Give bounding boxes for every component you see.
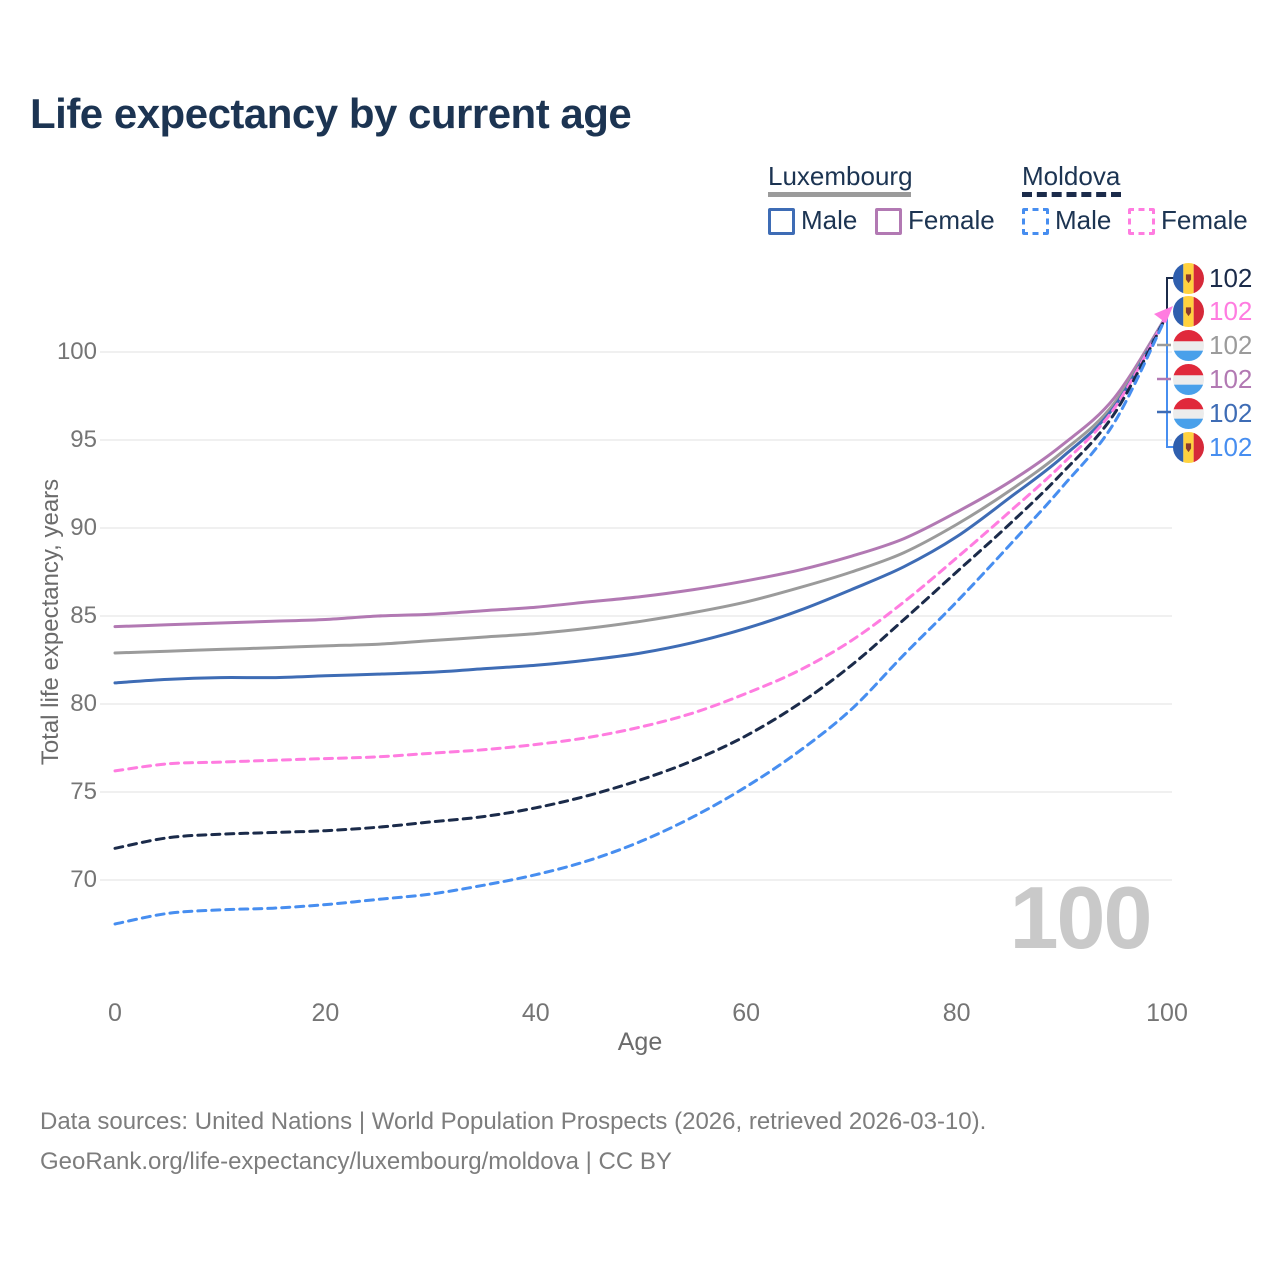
legend-underline-moldova <box>1022 192 1121 197</box>
y-tick-85: 85 <box>70 602 97 629</box>
data-source-note: Data sources: United Nations | World Pop… <box>40 1108 987 1135</box>
legend-item-moldova-female[interactable]: Female <box>1161 205 1248 235</box>
y-tick-75: 75 <box>70 778 97 805</box>
end-value-moldova-male: 102 <box>1209 431 1253 462</box>
series-line-luxembourg-both[interactable] <box>113 313 1169 655</box>
moldova-flag-icon <box>1173 296 1204 328</box>
y-tick-80: 80 <box>70 690 97 717</box>
y-tick-95: 95 <box>70 426 97 453</box>
legend-swatch-luxembourg-female[interactable] <box>875 208 902 235</box>
legend-group-luxembourg[interactable]: Luxembourg <box>768 161 913 191</box>
legend-group-moldova[interactable]: Moldova <box>1022 161 1121 191</box>
chart-canvas <box>100 277 1177 926</box>
end-value-luxembourg-male: 102 <box>1209 397 1253 428</box>
x-axis-title: Age <box>617 1028 663 1056</box>
series-line-moldova-male[interactable] <box>113 313 1169 926</box>
x-tick-80: 80 <box>942 999 971 1027</box>
end-label-row-luxembourg-both: 102 <box>1173 330 1279 362</box>
moldova-flag-icon <box>1173 262 1204 294</box>
x-tick-100: 100 <box>1146 999 1188 1027</box>
end-label-row-moldova-female: 102 <box>1173 296 1279 328</box>
end-label-row-moldova-both: 102 <box>1173 262 1279 294</box>
legend-underline-luxembourg <box>768 192 911 197</box>
y-tick-100: 100 <box>56 338 97 365</box>
legend-item-luxembourg-female[interactable]: Female <box>908 205 995 235</box>
x-tick-20: 20 <box>311 999 340 1027</box>
legend-swatch-luxembourg-male[interactable] <box>768 208 795 235</box>
gridlines <box>100 351 1172 881</box>
series-line-moldova-both[interactable] <box>113 313 1169 850</box>
x-tick-0: 0 <box>108 999 122 1027</box>
end-label-row-moldova-male: 102 <box>1173 431 1279 463</box>
legend-swatch-moldova-female[interactable] <box>1128 208 1155 235</box>
y-tick-70: 70 <box>70 866 97 893</box>
end-value-moldova-female: 102 <box>1209 296 1253 327</box>
y-tick-90: 90 <box>70 514 97 541</box>
end-label-row-luxembourg-female: 102 <box>1173 363 1279 395</box>
pink-arrowhead <box>1154 306 1173 323</box>
legend-item-moldova-male[interactable]: Male <box>1055 205 1112 235</box>
age-counter-watermark: 100 <box>1009 868 1153 967</box>
luxembourg-flag-icon <box>1173 363 1204 395</box>
legend-swatch-moldova-male[interactable] <box>1022 208 1049 235</box>
end-label-row-luxembourg-male: 102 <box>1173 397 1279 429</box>
series-line-luxembourg-male[interactable] <box>113 313 1169 685</box>
luxembourg-flag-icon <box>1173 330 1204 362</box>
moldova-flag-icon <box>1173 431 1204 463</box>
end-value-moldova-both: 102 <box>1209 262 1253 293</box>
page-title: Life expectancy by current age <box>30 90 632 137</box>
series-line-luxembourg-female[interactable] <box>113 313 1169 629</box>
x-tick-60: 60 <box>732 999 761 1027</box>
series-line-moldova-female[interactable] <box>113 313 1169 773</box>
end-value-luxembourg-both: 102 <box>1209 330 1253 361</box>
legend-item-luxembourg-male[interactable]: Male <box>801 205 858 235</box>
x-tick-40: 40 <box>521 999 550 1027</box>
luxembourg-flag-icon <box>1173 397 1204 429</box>
end-value-luxembourg-female: 102 <box>1209 363 1253 394</box>
attribution-note: GeoRank.org/life-expectancy/luxembourg/m… <box>40 1148 672 1175</box>
